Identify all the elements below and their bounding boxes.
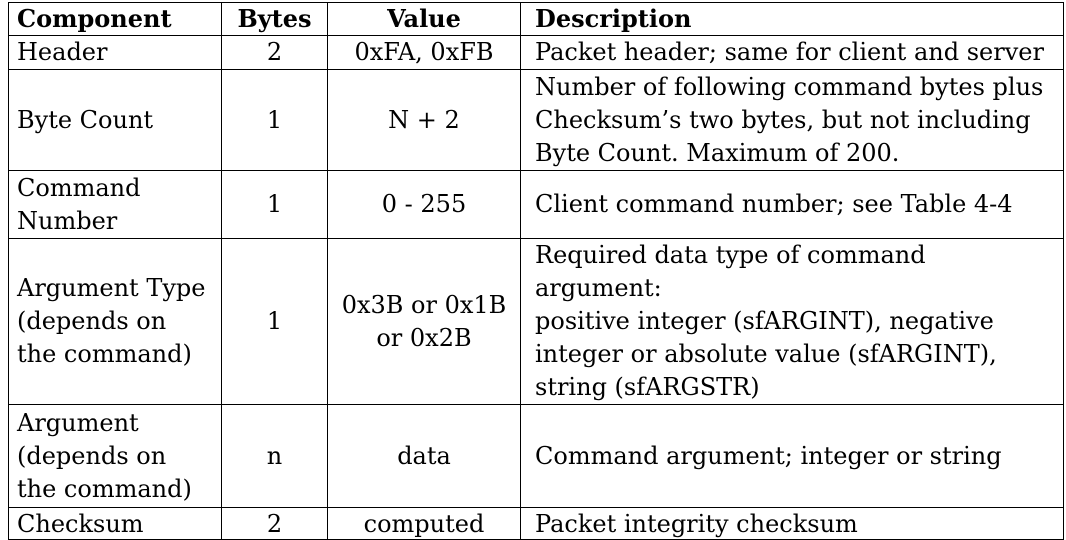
column-header-description: Description bbox=[520, 2, 1064, 36]
bytes-cell: n bbox=[221, 404, 328, 508]
component-cell: Checksum bbox=[8, 507, 222, 540]
column-header-value: Value bbox=[327, 2, 521, 36]
table-row: Header 2 0xFA, 0xFB Packet header; same … bbox=[8, 35, 1064, 70]
component-cell: Argument Type (depends on the command) bbox=[8, 238, 222, 405]
description-cell: Command argument; integer or string bbox=[520, 404, 1064, 508]
component-cell: Argument (depends on the command) bbox=[8, 404, 222, 508]
component-cell: Header bbox=[8, 35, 222, 70]
description-cell: Packet integrity checksum bbox=[520, 507, 1064, 540]
value-cell: 0xFA, 0xFB bbox=[327, 35, 521, 70]
table-row: Command Number 1 0 - 255 Client command … bbox=[8, 170, 1064, 239]
value-cell: data bbox=[327, 404, 521, 508]
table-row: Byte Count 1 N + 2 Number of following c… bbox=[8, 69, 1064, 171]
value-cell: computed bbox=[327, 507, 521, 540]
table-header-row: Component Bytes Value Description bbox=[8, 2, 1064, 36]
description-cell: Required data type of command argument: … bbox=[520, 238, 1064, 405]
table-row: Checksum 2 computed Packet integrity che… bbox=[8, 507, 1064, 540]
value-cell: 0 - 255 bbox=[327, 170, 521, 239]
description-cell: Number of following command bytes plus C… bbox=[520, 69, 1064, 171]
column-header-component: Component bbox=[8, 2, 222, 36]
value-cell: N + 2 bbox=[327, 69, 521, 171]
packet-format-table: Component Bytes Value Description Header… bbox=[8, 2, 1064, 540]
table-row: Argument Type (depends on the command) 1… bbox=[8, 238, 1064, 405]
value-cell: 0x3B or 0x1B or 0x2B bbox=[327, 238, 521, 405]
bytes-cell: 1 bbox=[221, 170, 328, 239]
bytes-cell: 2 bbox=[221, 35, 328, 70]
column-header-bytes: Bytes bbox=[221, 2, 328, 36]
bytes-cell: 1 bbox=[221, 238, 328, 405]
component-cell: Command Number bbox=[8, 170, 222, 239]
description-cell: Client command number; see Table 4-4 bbox=[520, 170, 1064, 239]
description-cell: Packet header; same for client and serve… bbox=[520, 35, 1064, 70]
component-cell: Byte Count bbox=[8, 69, 222, 171]
bytes-cell: 2 bbox=[221, 507, 328, 540]
bytes-cell: 1 bbox=[221, 69, 328, 171]
table-row: Argument (depends on the command) n data… bbox=[8, 404, 1064, 508]
